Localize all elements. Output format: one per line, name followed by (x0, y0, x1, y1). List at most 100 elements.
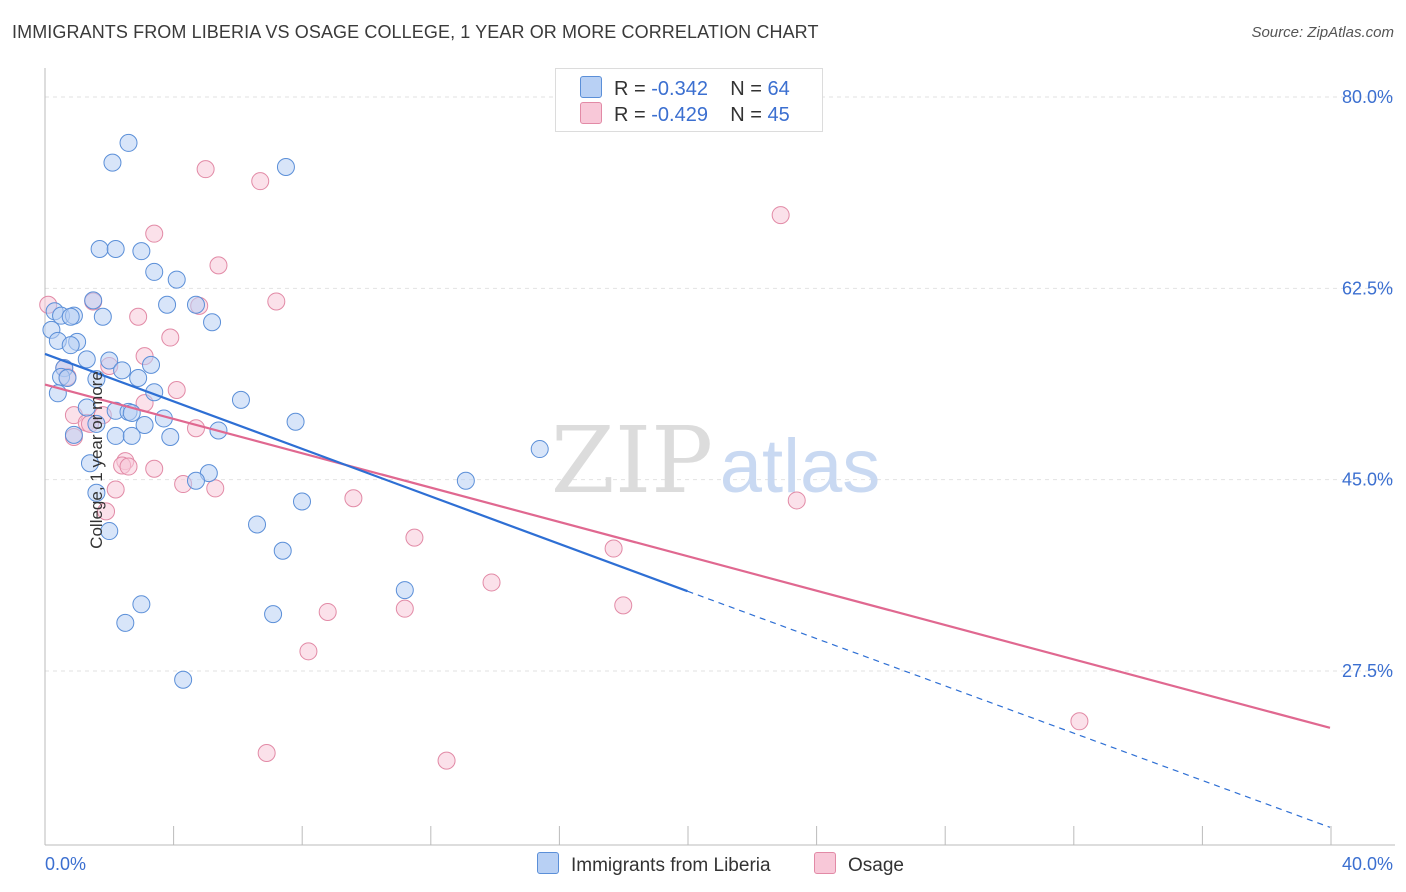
liberia-trend-extension (687, 590, 1331, 828)
liberia-point (276, 157, 295, 176)
osage-point (482, 573, 501, 592)
liberia-point (161, 428, 180, 447)
osage-point (299, 642, 318, 661)
liberia-n-value: 64 (767, 78, 790, 100)
osage-trend-line (44, 383, 1331, 729)
osage-point (405, 528, 424, 547)
osage-point (787, 491, 806, 510)
liberia-point (132, 595, 151, 614)
axes (44, 68, 1395, 846)
osage-n-label: N = (730, 104, 762, 126)
liberia-point (103, 153, 122, 172)
liberia-point (87, 483, 106, 502)
source-credit: Source: ZipAtlas.com (1251, 24, 1394, 41)
osage-point (196, 160, 215, 179)
osage-point (161, 328, 180, 347)
liberia-point (106, 426, 125, 445)
liberia-point (145, 262, 164, 281)
y-tick-labels: 27.5% 45.0% 62.5% 80.0% (1342, 87, 1393, 681)
x-tick-label-0: 0.0% (45, 854, 86, 874)
liberia-point (264, 605, 283, 624)
liberia-point (231, 390, 250, 409)
liberia-point (135, 416, 154, 434)
bottom-legend-osage: Osage (814, 852, 904, 877)
y-tick-label: 45.0% (1342, 470, 1393, 490)
bottom-liberia-label: Immigrants from Liberia (571, 855, 771, 876)
watermark: ZIP atlas (551, 407, 880, 514)
osage-n-value: 45 (767, 104, 790, 126)
liberia-point (132, 242, 151, 261)
liberia-point (456, 471, 475, 490)
bottom-osage-swatch (814, 852, 836, 874)
liberia-point (77, 398, 96, 417)
liberia-point (273, 541, 292, 560)
liberia-point (530, 440, 549, 459)
liberia-n-label: N = (730, 78, 762, 100)
liberia-point (80, 454, 99, 473)
liberia-r-value: -0.342 (651, 78, 708, 100)
osage-point (318, 602, 337, 621)
osage-point (437, 751, 456, 770)
bottom-legend-liberia: Immigrants from Liberia (537, 852, 771, 877)
grid-lines (45, 96, 1395, 672)
liberia-r-label: R = (614, 78, 646, 100)
y-tick-label: 27.5% (1342, 661, 1393, 681)
osage-point (206, 479, 225, 498)
liberia-point (186, 295, 205, 314)
bottom-liberia-swatch (537, 852, 559, 874)
osage-point (395, 599, 414, 618)
y-tick-label: 62.5% (1342, 278, 1393, 298)
liberia-swatch (580, 76, 602, 98)
osage-point (167, 381, 186, 400)
osage-point (344, 489, 363, 508)
osage-point (145, 224, 164, 243)
liberia-point (293, 492, 311, 511)
legend-row-liberia: R = -0.342 N = 64 (580, 76, 790, 101)
stats-legend: R = -0.342 N = 64 R = -0.429 N = 45 (555, 68, 823, 132)
liberia-point (286, 412, 305, 431)
liberia-point (93, 307, 112, 326)
liberia-point (61, 336, 80, 355)
watermark-zip: ZIP (551, 407, 713, 514)
y-axis-label: College, 1 year or more (86, 371, 106, 549)
x-ticks (44, 826, 1332, 845)
liberia-point (129, 368, 148, 387)
trend-lines (44, 352, 1331, 828)
osage-point (119, 457, 138, 476)
osage-point (251, 172, 270, 191)
legend-row-osage: R = -0.429 N = 45 (580, 102, 790, 127)
liberia-point (87, 414, 106, 433)
liberia-point (174, 670, 193, 689)
liberia-point (100, 522, 119, 541)
liberia-point (116, 613, 135, 632)
liberia-point (106, 239, 125, 258)
liberia-point (113, 361, 132, 380)
bottom-osage-label: Osage (848, 855, 904, 876)
liberia-point (119, 133, 138, 152)
x-tick-label-1: 40.0% (1342, 854, 1393, 874)
osage-point (771, 206, 790, 225)
liberia-trend-line (44, 352, 688, 593)
osage-r-label: R = (614, 104, 646, 126)
liberia-point (77, 350, 96, 369)
chart-title: IMMIGRANTS FROM LIBERIA VS OSAGE COLLEGE… (12, 22, 819, 42)
liberia-point (64, 425, 83, 444)
liberia-point (122, 426, 141, 445)
osage-point (97, 502, 116, 521)
y-tick-label: 80.0% (1342, 87, 1393, 107)
liberia-point (58, 368, 77, 387)
liberia-point (158, 295, 177, 314)
osage-point (1070, 712, 1089, 731)
osage-point (257, 744, 276, 762)
liberia-point (90, 239, 109, 258)
liberia-points (42, 133, 549, 689)
osage-point (145, 459, 164, 478)
liberia-point (395, 581, 414, 600)
osage-point (267, 292, 286, 311)
osage-point (614, 596, 633, 615)
osage-point (106, 480, 125, 499)
osage-point (209, 256, 228, 275)
liberia-point (61, 307, 80, 326)
x-tick-labels: 0.0% 40.0% (45, 854, 1393, 874)
